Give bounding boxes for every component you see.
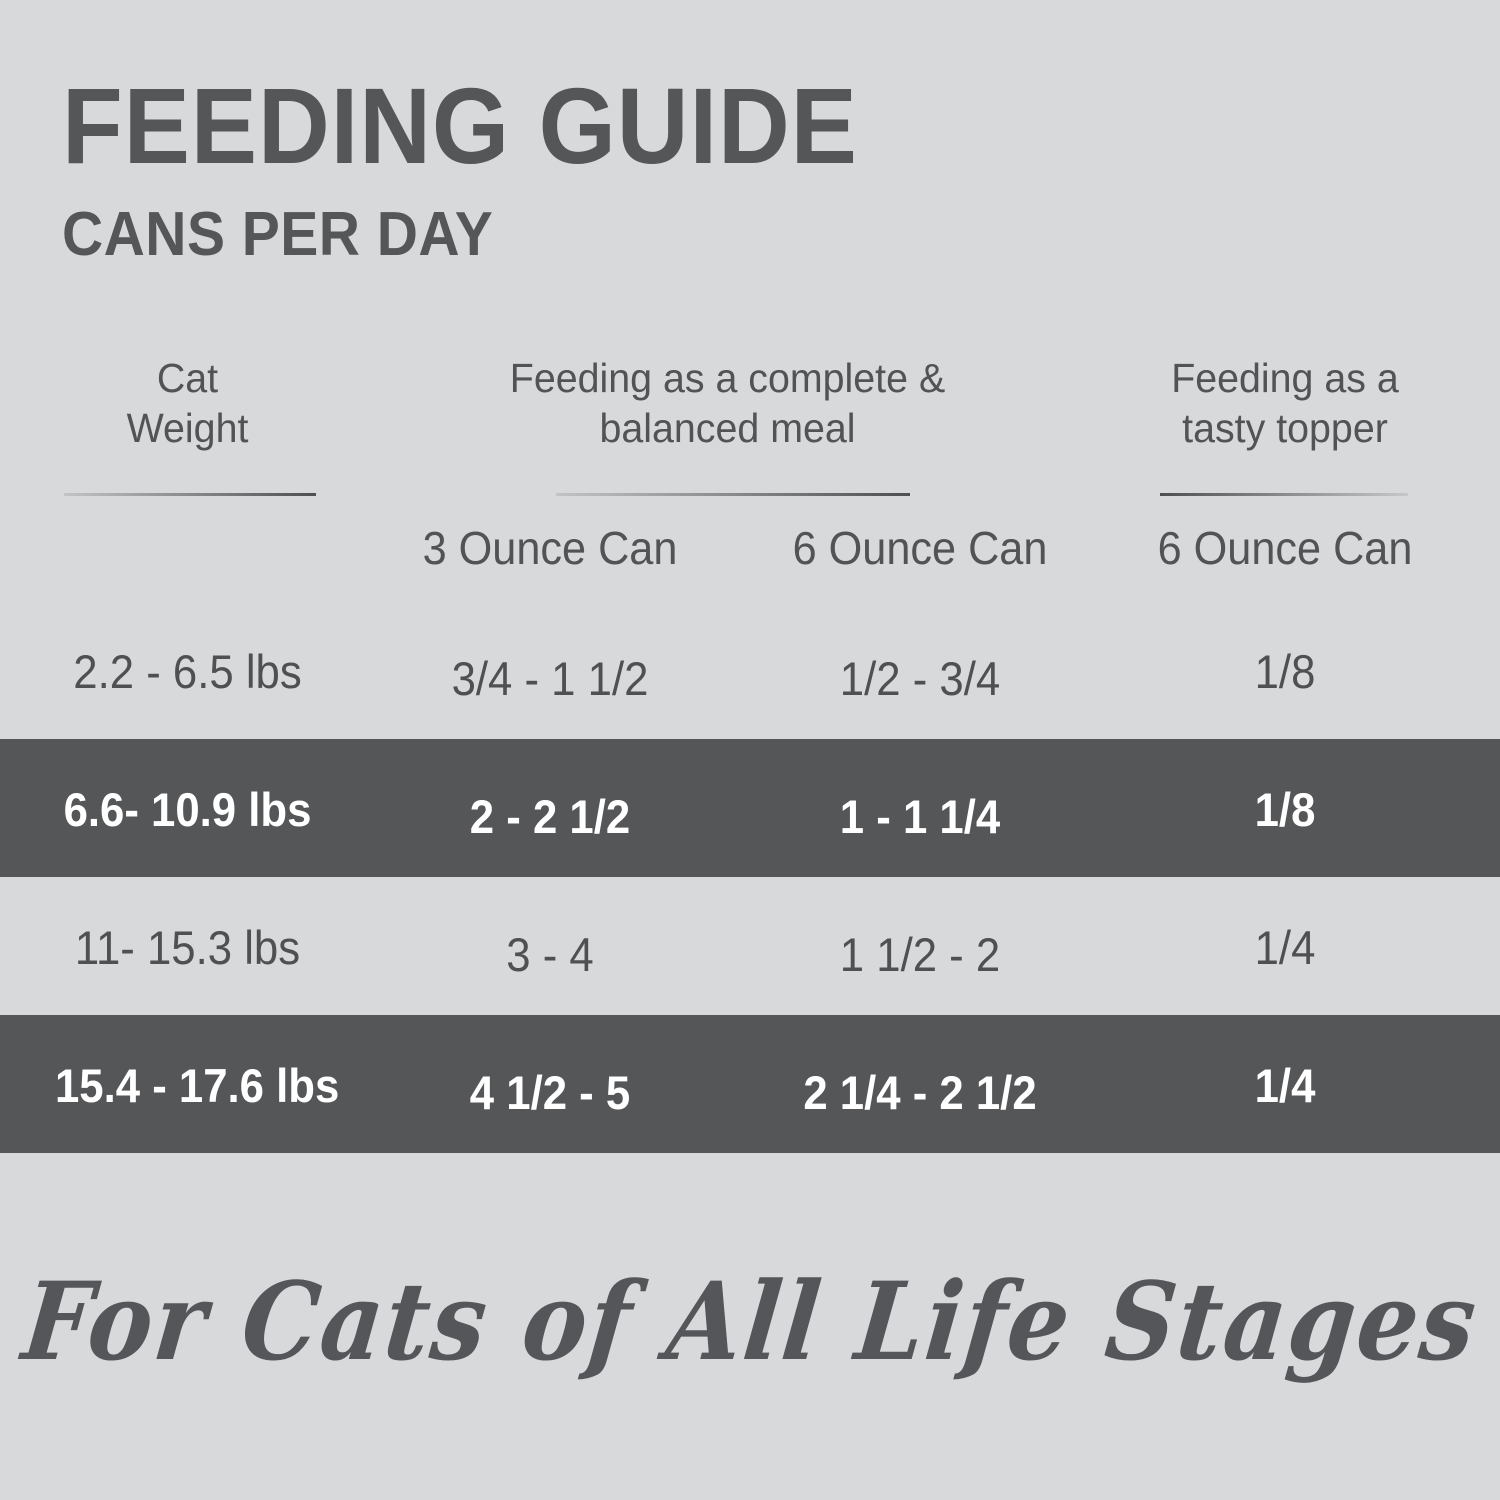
- subheader-can-6oz-topper: 6 Ounce Can: [1157, 522, 1413, 574]
- cell-can-6oz-meal: 1 1/2 - 2: [839, 928, 1001, 981]
- title-block: FEEDING GUIDE CANS PER DAY: [62, 72, 1162, 266]
- column-header-cat-weight-line1: Cat: [156, 355, 219, 401]
- table-row: 6.6- 10.9 lbs 2 - 2 1/2 1 - 1 1/4 1/8: [0, 739, 1500, 877]
- cell-cat-weight: 2.2 - 6.5 lbs: [73, 645, 302, 698]
- cell-can-3oz: 3 - 4: [506, 928, 594, 981]
- cell-can-6oz-topper: 1/8: [1254, 645, 1316, 698]
- page-subtitle: CANS PER DAY: [62, 200, 494, 269]
- column-header-complete-meal: Feeding as a complete & balanced meal: [461, 353, 994, 453]
- table-row: 15.4 - 17.6 lbs 4 1/2 - 5 2 1/4 - 2 1/2 …: [0, 1015, 1500, 1153]
- header-underline-cat-weight: [64, 493, 316, 496]
- footer-tagline: For Cats of All Life Stages: [16, 1258, 1484, 1385]
- column-header-tasty-topper-line1: Feeding as a: [1171, 355, 1399, 401]
- feeding-table: Cat Weight Feeding as a complete & balan…: [0, 345, 1500, 1153]
- table-row: 2.2 - 6.5 lbs 3/4 - 1 1/2 1/2 - 3/4 1/8: [0, 601, 1500, 739]
- cell-can-6oz-topper: 1/8: [1254, 783, 1316, 836]
- column-header-complete-meal-line2: balanced meal: [599, 405, 856, 452]
- table-group-header-row: Cat Weight Feeding as a complete & balan…: [0, 345, 1500, 505]
- column-header-tasty-topper: Feeding as a tasty topper: [1127, 353, 1444, 453]
- cell-can-3oz: 3/4 - 1 1/2: [451, 652, 649, 705]
- cell-cat-weight: 6.6- 10.9 lbs: [63, 783, 312, 836]
- subheader-can-6oz-meal: 6 Ounce Can: [792, 522, 1048, 574]
- cell-can-6oz-meal: 2 1/4 - 2 1/2: [803, 1066, 1037, 1119]
- cell-can-6oz-topper: 1/4: [1254, 1059, 1316, 1112]
- subheader-can-3oz: 3 Ounce Can: [422, 522, 678, 574]
- column-header-cat-weight: Cat Weight: [65, 353, 310, 453]
- table-row: 11- 15.3 lbs 3 - 4 1 1/2 - 2 1/4: [0, 877, 1500, 1015]
- cell-can-6oz-meal: 1 - 1 1/4: [839, 790, 1001, 843]
- cell-can-3oz: 2 - 2 1/2: [469, 790, 631, 843]
- column-header-tasty-topper-line2: tasty topper: [1182, 405, 1388, 452]
- cell-cat-weight: 15.4 - 17.6 lbs: [54, 1059, 340, 1112]
- column-header-complete-meal-line1: Feeding as a complete &: [509, 355, 946, 401]
- header-underline-complete-meal: [556, 493, 910, 496]
- header-underline-tasty-topper: [1160, 493, 1408, 496]
- table-subheader-row: 3 Ounce Can 6 Ounce Can 6 Ounce Can: [0, 505, 1500, 601]
- footer: For Cats of All Life Stages: [0, 1258, 1500, 1385]
- page-title: FEEDING GUIDE: [62, 65, 858, 186]
- cell-cat-weight: 11- 15.3 lbs: [74, 921, 301, 974]
- cell-can-6oz-meal: 1/2 - 3/4: [839, 652, 1001, 705]
- column-header-cat-weight-line2: Weight: [126, 405, 249, 452]
- cell-can-3oz: 4 1/2 - 5: [469, 1066, 631, 1119]
- cell-can-6oz-topper: 1/4: [1254, 921, 1316, 974]
